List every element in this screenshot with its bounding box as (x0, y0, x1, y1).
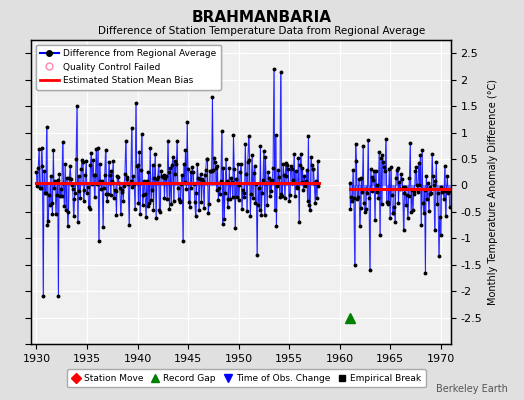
Text: BRAHMANBARIA: BRAHMANBARIA (192, 10, 332, 25)
Text: Difference of Station Temperature Data from Regional Average: Difference of Station Temperature Data f… (99, 26, 425, 36)
Legend: Difference from Regional Average, Quality Control Failed, Estimated Station Mean: Difference from Regional Average, Qualit… (36, 44, 221, 90)
Legend: Station Move, Record Gap, Time of Obs. Change, Empirical Break: Station Move, Record Gap, Time of Obs. C… (67, 370, 425, 388)
Y-axis label: Monthly Temperature Anomaly Difference (°C): Monthly Temperature Anomaly Difference (… (488, 79, 498, 305)
Text: Berkeley Earth: Berkeley Earth (436, 384, 508, 394)
